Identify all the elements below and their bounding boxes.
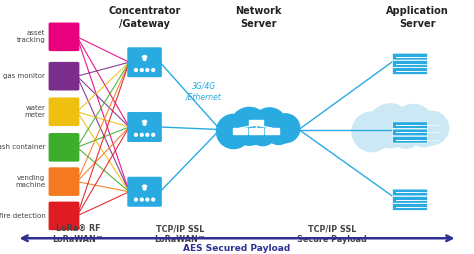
FancyBboxPatch shape <box>48 202 80 230</box>
Ellipse shape <box>152 198 155 201</box>
Ellipse shape <box>266 119 291 145</box>
Text: 3G/4G
/Ethernet: 3G/4G /Ethernet <box>186 82 222 101</box>
Ellipse shape <box>390 117 421 148</box>
FancyBboxPatch shape <box>265 128 279 134</box>
Text: Application
Server: Application Server <box>386 6 448 29</box>
FancyBboxPatch shape <box>127 47 162 77</box>
Ellipse shape <box>230 107 268 145</box>
FancyBboxPatch shape <box>392 53 428 60</box>
Text: TCP/IP SSL
LoRaWAN™: TCP/IP SSL LoRaWAN™ <box>154 224 206 244</box>
FancyBboxPatch shape <box>392 189 428 196</box>
Text: asset
tracking: asset tracking <box>17 30 46 43</box>
FancyBboxPatch shape <box>48 133 80 162</box>
Text: gas monitor: gas monitor <box>3 73 46 79</box>
Ellipse shape <box>140 69 143 71</box>
Ellipse shape <box>140 133 143 136</box>
FancyBboxPatch shape <box>48 62 80 90</box>
FancyBboxPatch shape <box>127 112 162 142</box>
FancyBboxPatch shape <box>249 128 263 134</box>
FancyBboxPatch shape <box>392 196 428 203</box>
Text: fire detection: fire detection <box>0 213 46 219</box>
Ellipse shape <box>271 114 300 143</box>
FancyBboxPatch shape <box>392 60 428 67</box>
FancyBboxPatch shape <box>48 167 80 196</box>
FancyBboxPatch shape <box>392 122 428 129</box>
Text: vending
machine: vending machine <box>15 175 46 188</box>
Text: water
meter: water meter <box>24 105 46 118</box>
Ellipse shape <box>415 111 448 145</box>
Ellipse shape <box>146 69 149 71</box>
Ellipse shape <box>143 187 146 190</box>
Ellipse shape <box>352 112 392 152</box>
FancyBboxPatch shape <box>127 177 162 207</box>
Ellipse shape <box>140 198 143 201</box>
Text: LoRa® RF
LoRaWAN™: LoRa® RF LoRaWAN™ <box>52 224 104 244</box>
Ellipse shape <box>143 122 146 125</box>
FancyBboxPatch shape <box>249 120 263 125</box>
Ellipse shape <box>146 133 149 136</box>
Text: Concentrator
/Gateway: Concentrator /Gateway <box>109 6 181 29</box>
FancyBboxPatch shape <box>392 204 428 210</box>
Ellipse shape <box>368 104 412 148</box>
Ellipse shape <box>135 198 137 201</box>
Ellipse shape <box>152 133 155 136</box>
Ellipse shape <box>410 118 438 147</box>
Ellipse shape <box>394 104 433 144</box>
Text: trash container: trash container <box>0 144 46 150</box>
Ellipse shape <box>143 58 146 60</box>
Ellipse shape <box>152 69 155 71</box>
Text: TCP/IP SSL
Secure Payload: TCP/IP SSL Secure Payload <box>297 224 367 244</box>
Text: Network
Server: Network Server <box>235 6 282 29</box>
Ellipse shape <box>146 198 149 201</box>
FancyBboxPatch shape <box>392 136 428 143</box>
Text: AES Secured Payload
Application Data: AES Secured Payload Application Data <box>183 244 291 254</box>
Ellipse shape <box>135 133 137 136</box>
FancyBboxPatch shape <box>48 98 80 126</box>
Ellipse shape <box>249 119 276 146</box>
FancyBboxPatch shape <box>392 129 428 136</box>
Ellipse shape <box>217 114 251 149</box>
Ellipse shape <box>135 69 137 71</box>
FancyBboxPatch shape <box>392 68 428 74</box>
FancyBboxPatch shape <box>48 23 80 51</box>
FancyBboxPatch shape <box>233 128 246 134</box>
Ellipse shape <box>253 108 287 142</box>
